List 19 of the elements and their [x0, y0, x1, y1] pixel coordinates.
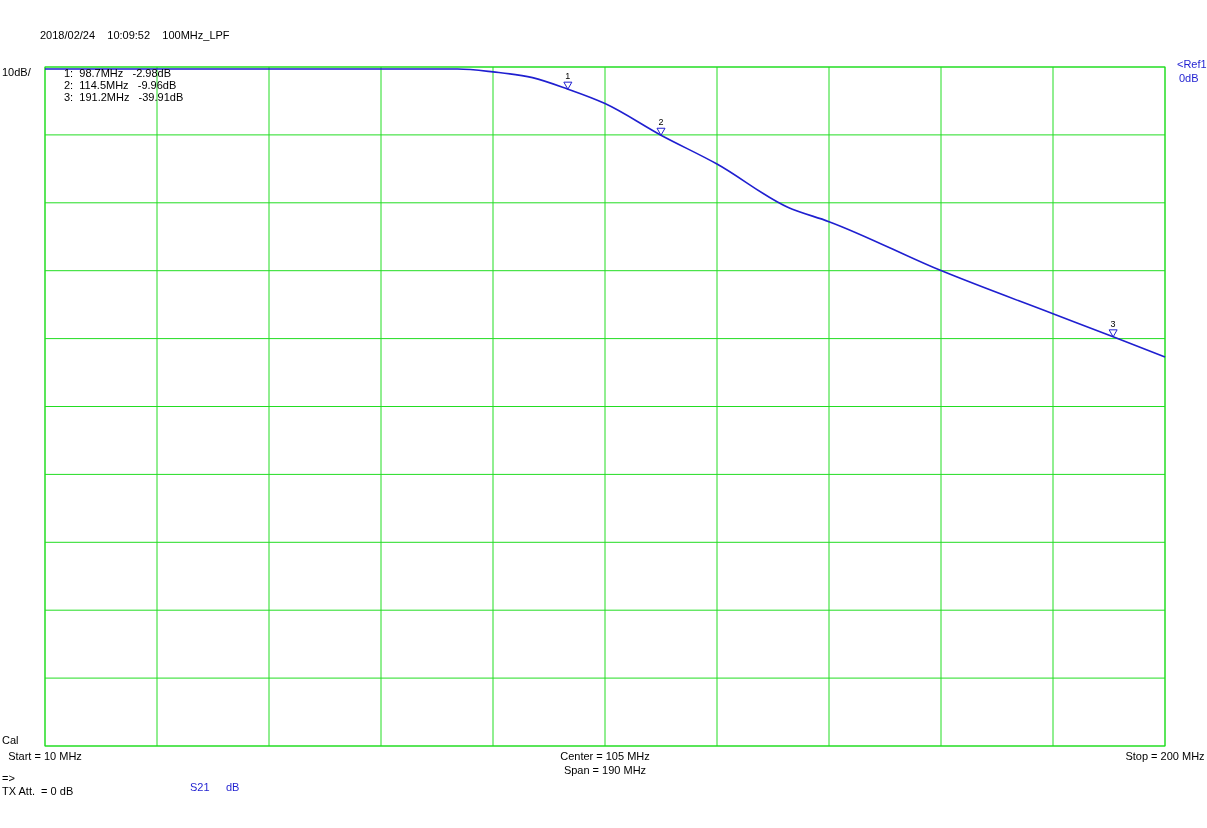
text: Cal	[2, 734, 19, 746]
annotation: 3	[1110, 318, 1116, 329]
x-tick-label: Stop = 200 MHz	[1125, 750, 1205, 762]
text: TX Att. = 0 dB	[2, 785, 74, 797]
x-tick-label: Center = 105 MHz	[560, 750, 650, 762]
annotation: 2: 114.5MHz -9.96dB	[64, 79, 177, 91]
text: <Ref1	[1177, 58, 1207, 70]
annotation: 1: 98.7MHz -2.98dB	[64, 67, 171, 79]
text: S21	[190, 781, 210, 793]
text: dB	[226, 781, 240, 793]
text: 0dB	[1179, 72, 1199, 84]
x-tick-label: Start = 10 MHz	[8, 750, 82, 762]
text: =>	[2, 772, 15, 784]
text: Span = 190 MHz	[563, 764, 647, 776]
y-axis-title: 10dB/	[2, 66, 32, 78]
annotation: 3: 191.2MHz -39.91dB	[64, 91, 184, 103]
annotation: 1	[565, 71, 571, 82]
annotation: 2	[658, 117, 664, 128]
chart-subtitle: 2018/02/24 10:09:52 100MHz_LPF	[40, 29, 230, 41]
